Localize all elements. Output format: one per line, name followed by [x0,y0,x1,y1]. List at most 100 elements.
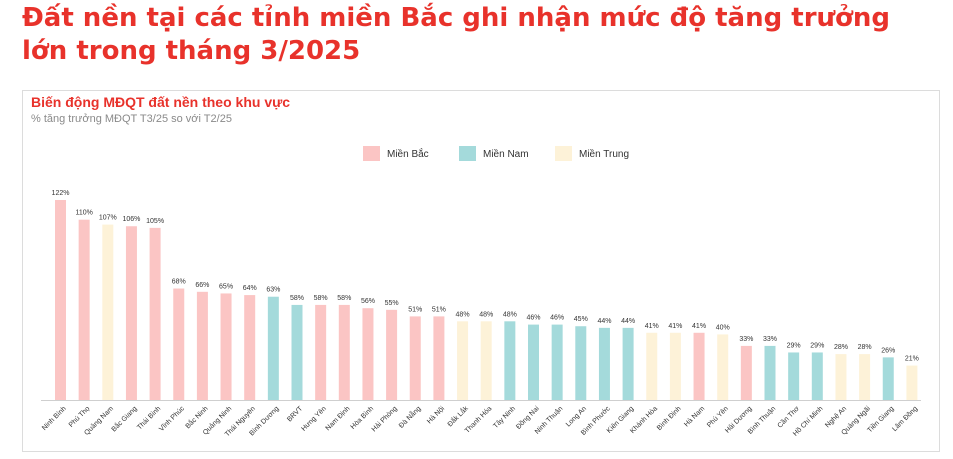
bar-value-label: 21% [905,356,919,363]
legend-swatch [459,146,476,161]
bar [433,316,445,400]
bar-value-label: 51% [432,306,446,313]
bar [291,304,303,400]
bar-value-label: 63% [266,287,280,294]
category-label: Bắc Giang [109,404,139,434]
bar [78,219,90,400]
category-label: Cần Thơ [775,404,801,430]
bar [764,345,776,400]
chart-subtitle: % tăng trưởng MĐQT T3/25 so với T2/25 [31,113,232,125]
category-label: Đắk Lắk [445,404,470,429]
bar [362,308,374,400]
category-label: Nam Định [325,405,352,432]
bar [859,354,871,400]
bar [551,324,563,400]
bar [788,352,800,400]
bar [717,334,729,400]
bar-value-label: 55% [385,300,399,307]
bar-value-label: 68% [172,279,186,286]
bar-value-label: 41% [692,323,706,330]
bar [244,295,256,400]
bar-value-label: 107% [99,215,117,222]
bar [646,332,658,400]
bar [575,326,587,400]
bar [125,226,137,400]
bar-value-label: 110% [75,210,92,217]
bar-value-label: 56% [361,298,375,305]
bar-value-label: 48% [456,311,470,318]
category-label: BRVT [286,405,305,424]
bar-value-label: 105% [146,218,164,225]
bar [315,304,327,400]
bar-value-label: 40% [716,324,730,331]
category-label: Phú Thọ [68,405,92,429]
bar-value-label: 28% [834,344,848,351]
bar [528,324,539,400]
bar-value-label: 41% [645,323,659,330]
category-label: Hưng Yên [300,405,328,433]
bar-value-label: 58% [337,295,351,302]
category-label: Tây Ninh [492,405,517,430]
category-label: Long An [565,405,588,428]
legend-swatch [555,146,572,161]
bar [835,354,847,400]
bar-value-label: 33% [763,336,777,343]
bar [906,365,918,400]
bar-value-label: 45% [574,316,588,323]
bar-value-label: 44% [597,318,611,325]
bar [220,293,232,400]
category-label: Phú Yên [706,405,730,429]
bar-value-label: 46% [526,315,540,322]
bar [598,327,610,400]
bar-value-label: 66% [195,282,209,289]
category-label: Bắc Ninh [183,404,210,431]
category-label: Bình Định [656,405,683,432]
bar [338,304,350,400]
bar-value-label: 26% [881,347,895,354]
bar-value-label: 46% [550,315,564,322]
chart-title: Biến động MĐQT đất nền theo khu vực [31,94,291,110]
category-label: Ninh Bình [41,405,68,432]
category-label: Hải Phòng [371,405,399,433]
bar-value-label: 29% [810,342,824,349]
bar [267,296,279,400]
bar [693,332,705,400]
bar-value-label: 106% [122,216,140,223]
bar-value-label: 29% [787,342,801,349]
bar-value-label: 33% [739,336,753,343]
bar-value-label: 58% [290,295,304,302]
bar-value-label: 64% [243,285,257,292]
bar-value-label: 44% [621,318,635,325]
bar [149,227,161,400]
bar-value-label: 28% [858,344,872,351]
bar [386,309,398,400]
bar-value-label: 41% [668,323,682,330]
bar [622,327,634,400]
category-label: Hà Nam [683,405,706,428]
bar [173,288,185,400]
bar [740,345,752,400]
bar-chart: Miền Bắc Miền Nam Miền Trung 122% Ninh Bình… [41,146,921,438]
category-label: Nghệ An [824,405,848,429]
bar-value-label: 48% [503,311,517,318]
bar [409,316,421,400]
page-headline: Đất nền tại các tỉnh miền Bắc ghi nhận m… [22,3,891,66]
bar [669,332,681,400]
chart-card: Biến động MĐQT đất nền theo khu vực % tă… [22,90,940,452]
bar-value-label: 58% [314,295,328,302]
category-label: Đà Nẵng [397,404,423,430]
bar [480,321,492,400]
bar-value-label: 65% [219,283,233,290]
bar [811,352,823,400]
bar [102,224,114,400]
bar [882,357,894,400]
category-label: Lâm Đồng [890,404,919,433]
chart-legend: Miền Bắc Miền Nam Miền Trung [363,146,629,161]
bar-value-label: 122% [52,190,70,197]
bar [55,200,66,400]
bar [196,291,208,400]
legend-label: Miền Bắc [387,147,429,160]
legend-label: Miền Trung [579,148,629,160]
bar [457,321,469,400]
